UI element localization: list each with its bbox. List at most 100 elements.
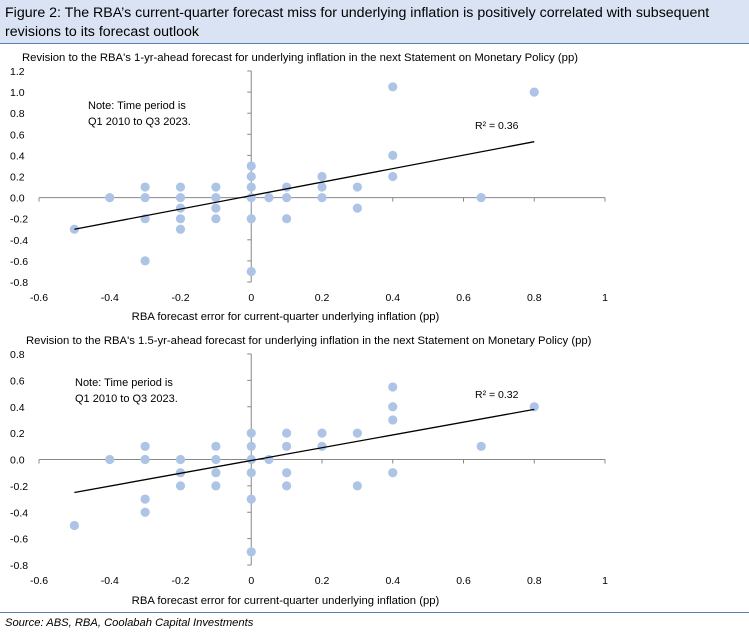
data-point (264, 193, 274, 203)
data-point (529, 87, 539, 97)
data-point (388, 171, 398, 182)
data-point (246, 441, 256, 451)
x-tick-label: 1 (602, 292, 608, 304)
data-point (211, 214, 221, 224)
y-tick-label: -0.4 (10, 507, 28, 519)
y-tick-label: -0.8 (10, 277, 28, 289)
x-tick-label: -0.4 (101, 292, 119, 304)
chart-panel-1yr: Revision to the RBA's 1-yr-ahead forecas… (0, 48, 749, 328)
x-tick-label: 0.6 (456, 575, 471, 587)
chart-title: Revision to the RBA's 1-yr-ahead forecas… (22, 52, 578, 64)
data-point (388, 150, 398, 160)
data-point (140, 193, 150, 203)
r-squared-label: R² = 0.32 (475, 389, 519, 401)
data-point (211, 468, 221, 478)
data-point (282, 468, 292, 478)
data-point (529, 402, 539, 412)
chart-title: Revision to the RBA's 1.5-yr-ahead forec… (26, 335, 592, 347)
x-tick-label: 0.2 (315, 575, 330, 587)
data-point (476, 441, 486, 451)
data-point (352, 481, 362, 491)
data-point (317, 171, 327, 182)
x-tick-label: -0.6 (30, 292, 48, 304)
data-point (282, 481, 292, 491)
data-point (140, 441, 150, 451)
data-point (175, 182, 186, 192)
data-point (175, 481, 186, 491)
data-point (211, 454, 221, 465)
data-point (175, 454, 186, 465)
x-tick-label: 0 (248, 292, 254, 304)
y-tick-label: 0.8 (10, 349, 25, 361)
y-tick-label: -0.8 (10, 560, 28, 572)
data-point (317, 441, 327, 451)
y-tick-label: -0.6 (10, 534, 28, 546)
data-point (175, 203, 186, 213)
data-point (388, 402, 398, 412)
x-tick-label: 0 (248, 575, 254, 587)
y-tick-label: 0.8 (10, 108, 25, 120)
data-point (246, 266, 256, 277)
y-tick-label: -0.6 (10, 256, 28, 268)
data-point (246, 182, 256, 192)
footer-rule (0, 612, 749, 613)
data-point (246, 214, 256, 224)
trendline (74, 141, 535, 230)
data-point (352, 203, 362, 213)
scatter-chart-1yr: -0.8-0.6-0.4-0.20.00.20.40.60.81.01.2-0.… (10, 66, 608, 304)
source-note: Source: ABS, RBA, Coolabah Capital Inves… (5, 617, 254, 629)
x-tick-label: 0.8 (527, 575, 542, 587)
data-point (140, 454, 150, 465)
y-tick-label: 0.6 (10, 375, 25, 387)
x-tick-label: 0.8 (527, 292, 542, 304)
data-point (105, 454, 115, 465)
data-point (246, 468, 256, 478)
y-tick-label: 0.2 (10, 428, 25, 440)
data-point (388, 468, 398, 478)
data-point (140, 507, 150, 517)
trendline (74, 408, 535, 494)
data-point (211, 193, 221, 203)
y-tick-label: -0.2 (10, 214, 28, 226)
x-axis-label: RBA forecast error for current-quarter u… (131, 311, 440, 323)
x-tick-label: -0.2 (171, 575, 189, 587)
data-point (352, 182, 362, 192)
data-point (476, 193, 486, 203)
y-tick-label: 0.6 (10, 129, 25, 141)
x-tick-label: 0.4 (385, 575, 400, 587)
y-tick-label: 0.2 (10, 172, 25, 184)
data-point (211, 182, 221, 192)
x-tick-label: 0.4 (385, 292, 400, 304)
r-squared-label: R² = 0.36 (475, 120, 519, 132)
data-point (140, 256, 150, 266)
y-tick-label: 0.4 (10, 402, 25, 414)
data-point (211, 481, 221, 491)
note-text: Note: Time period is (75, 377, 173, 389)
data-point (246, 454, 256, 465)
scatter-chart-1-5yr: -0.8-0.6-0.4-0.20.00.20.40.60.8-0.6 -0.4-… (10, 349, 608, 587)
data-point (317, 193, 327, 203)
data-point (246, 161, 256, 171)
figure-header: Figure 2: The RBA’s current-quarter fore… (0, 0, 749, 44)
note-text: Note: Time period is (88, 100, 186, 112)
note-text: Q1 2010 to Q3 2023. (88, 116, 191, 128)
data-point (175, 214, 186, 224)
data-point (388, 82, 398, 92)
header-rule (0, 43, 749, 44)
x-tick-label: 0.6 (456, 292, 471, 304)
x-tick-label: -0.2 (171, 292, 189, 304)
data-point (211, 441, 221, 451)
data-point (388, 415, 398, 425)
data-point (282, 214, 292, 224)
data-point (282, 428, 292, 438)
x-tick-label: 1 (602, 575, 608, 587)
data-point (105, 193, 115, 203)
x-tick-label: -0.4 (101, 575, 119, 587)
y-tick-label: 1.2 (10, 66, 25, 78)
note-text: Q1 2010 to Q3 2023. (75, 393, 178, 405)
data-point (246, 428, 256, 438)
x-axis-label: RBA forecast error for current-quarter u… (131, 595, 440, 607)
data-point (246, 171, 256, 182)
data-point (246, 547, 256, 557)
y-tick-label: -0.2 (10, 481, 28, 493)
